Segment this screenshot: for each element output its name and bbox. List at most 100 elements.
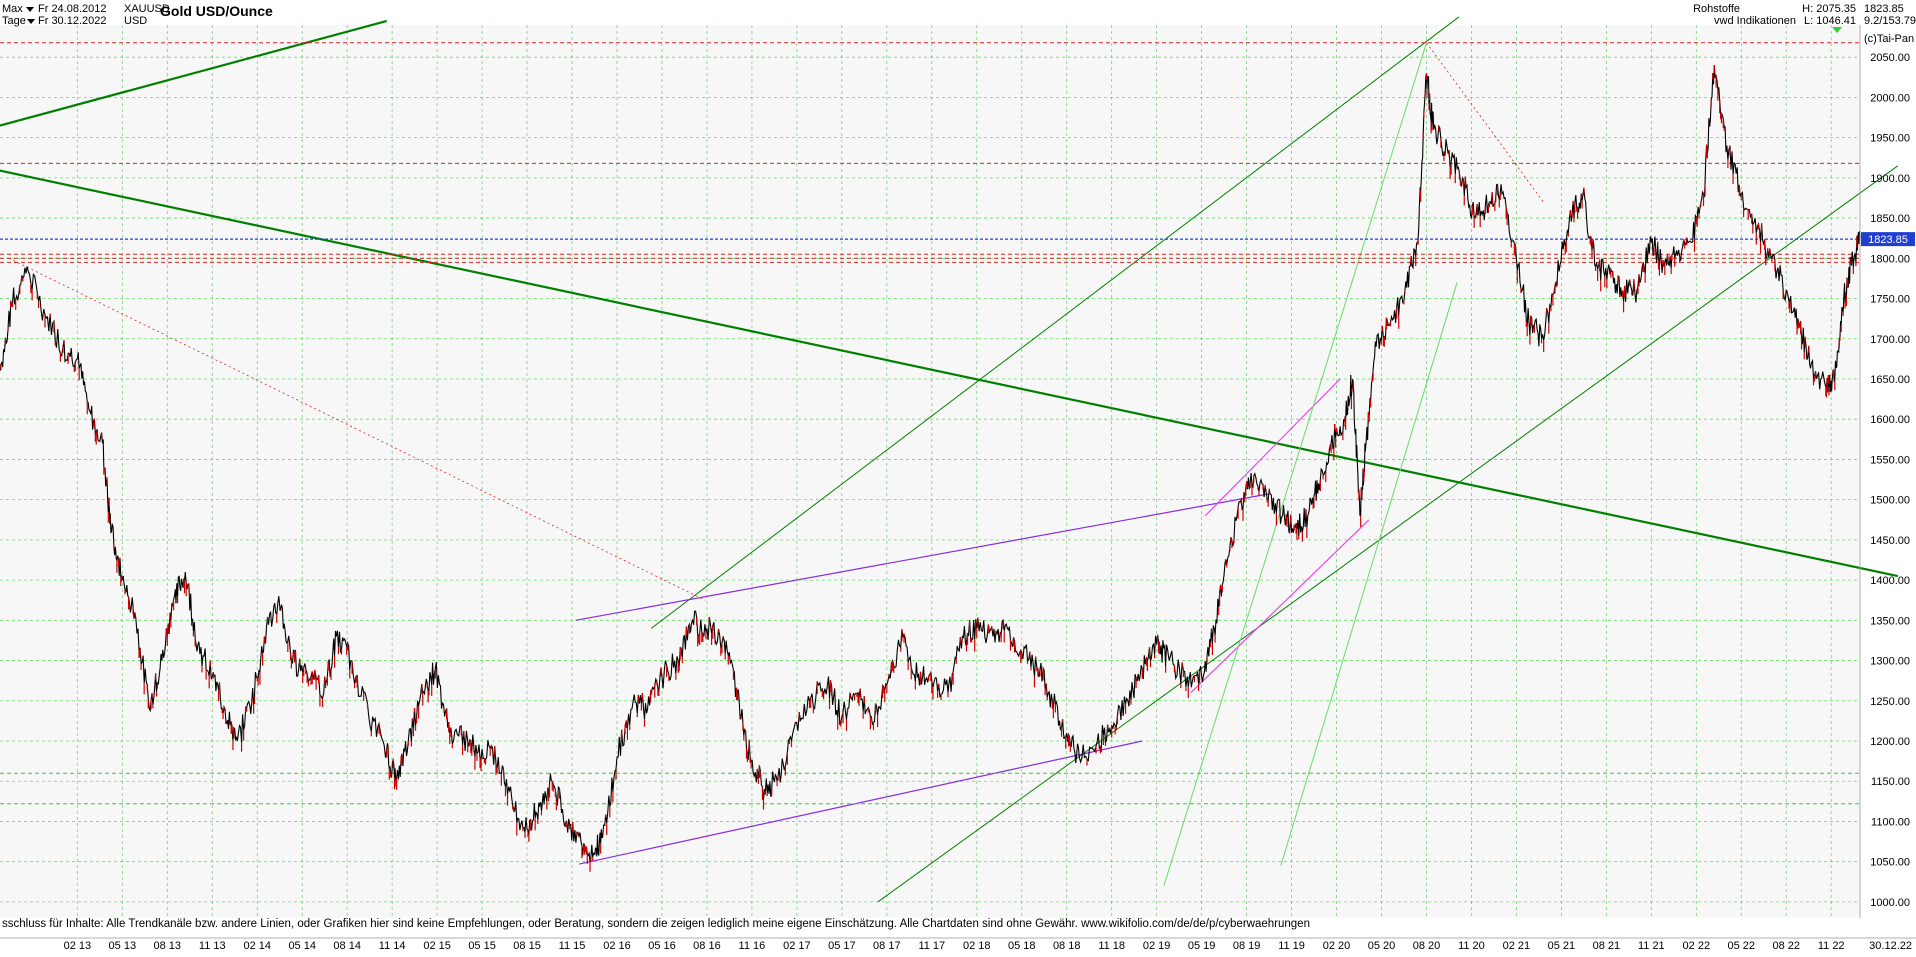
trend-line bbox=[8, 257, 706, 601]
y-tick-label: 2050.00 bbox=[1870, 52, 1910, 64]
trend-lines bbox=[0, 16, 1899, 903]
y-tick-label: 1350.00 bbox=[1870, 615, 1910, 627]
x-tick-label: 11 21 bbox=[1638, 940, 1665, 952]
x-tick-label: 08 21 bbox=[1593, 940, 1621, 952]
y-tick-label: 1200.00 bbox=[1870, 736, 1910, 748]
x-tick-label: 08 17 bbox=[873, 940, 901, 952]
trend-line bbox=[650, 16, 1460, 629]
x-tick-label: 02 20 bbox=[1323, 940, 1351, 952]
copyright-label: (c)Tai-Pan bbox=[1864, 33, 1914, 45]
high-label: H: 2075.35 bbox=[1802, 3, 1856, 15]
x-tick-label: 08 19 bbox=[1233, 940, 1261, 952]
x-tick-label: 05 15 bbox=[468, 940, 496, 952]
x-tick-label: 11 15 bbox=[559, 940, 586, 952]
trend-line bbox=[579, 740, 1143, 865]
x-tick-label: 11 20 bbox=[1458, 940, 1485, 952]
category-label: Rohstoffe bbox=[1693, 3, 1740, 15]
plot-background bbox=[0, 25, 1860, 918]
source-label: vwd Indikationen bbox=[1714, 15, 1796, 27]
range-dropdown-icon[interactable] bbox=[26, 7, 34, 12]
header: Max Fr 24.08.2012 Tage Fr 30.12.2022 XAU… bbox=[2, 3, 1916, 45]
x-tick-label: 02 19 bbox=[1143, 940, 1171, 952]
x-tick-label: 08 15 bbox=[513, 940, 541, 952]
x-tick-label: 11 16 bbox=[739, 940, 766, 952]
x-axis: 02 13 05 13 08 13 11 13 02 14 05 14 08 14 11 14… bbox=[0, 937, 1916, 952]
trend-line bbox=[1204, 378, 1341, 517]
low-label: L: 1046.41 bbox=[1804, 15, 1856, 27]
y-tick-label: 1150.00 bbox=[1871, 776, 1910, 788]
x-tick-label: 08 13 bbox=[154, 940, 182, 952]
x-tick-label: 08 22 bbox=[1772, 940, 1800, 952]
x-tick-label: 02 13 bbox=[64, 940, 92, 952]
y-tick-label: 1900.00 bbox=[1870, 173, 1910, 185]
x-tick-label: 05 20 bbox=[1368, 940, 1396, 952]
date-to: Fr 30.12.2022 bbox=[38, 15, 107, 27]
trend-line bbox=[0, 19, 388, 127]
last-value-label: 1823.85 bbox=[1864, 3, 1904, 15]
last-price-badge bbox=[1861, 232, 1915, 247]
y-tick-label: 1500.00 bbox=[1870, 495, 1910, 507]
y-tick-label: 1700.00 bbox=[1870, 334, 1910, 346]
y-tick-label: 1800.00 bbox=[1870, 253, 1910, 265]
trend-line bbox=[1163, 42, 1427, 886]
y-tick-label: 1400.00 bbox=[1870, 575, 1910, 587]
symbol: XAUUSD bbox=[124, 3, 170, 15]
x-end-date-label: 30.12.22 bbox=[1869, 940, 1912, 952]
y-tick-label: 1100.00 bbox=[1871, 816, 1910, 828]
price-series bbox=[0, 65, 1861, 872]
x-tick-label: 02 14 bbox=[243, 940, 271, 952]
trend-line bbox=[877, 165, 1899, 903]
x-tick-label: 08 18 bbox=[1053, 940, 1081, 952]
scroll-marker-icon[interactable] bbox=[1832, 27, 1842, 33]
x-tick-label: 02 17 bbox=[783, 940, 811, 952]
horizontal-levels bbox=[0, 42, 1860, 805]
x-tick-label: 05 17 bbox=[828, 940, 856, 952]
x-tick-label: 11 22 bbox=[1818, 940, 1845, 952]
x-tick-label: 08 16 bbox=[693, 940, 721, 952]
trend-line bbox=[1190, 519, 1370, 694]
x-tick-label: 05 16 bbox=[648, 940, 676, 952]
y-axis: 1000.00 1050.00 1100.00 1150.00 1200.00 1250.… bbox=[1859, 25, 1915, 918]
y-tick-label: 1750.00 bbox=[1870, 294, 1910, 306]
date-from: Fr 24.08.2012 bbox=[38, 3, 107, 15]
y-tick-label: 1050.00 bbox=[1870, 857, 1910, 869]
y-tick-label: 1650.00 bbox=[1870, 374, 1910, 386]
period-dropdown-icon[interactable] bbox=[27, 19, 35, 24]
y-tick-label: 1300.00 bbox=[1870, 656, 1910, 668]
x-tick-label: 02 21 bbox=[1503, 940, 1531, 952]
range-selector[interactable]: Max bbox=[2, 3, 23, 15]
chart-title: Gold USD/Ounce bbox=[160, 3, 273, 19]
trend-line bbox=[1280, 282, 1458, 866]
x-tick-label: 02 15 bbox=[423, 940, 451, 952]
x-tick-label: 02 18 bbox=[963, 940, 991, 952]
y-tick-label: 1250.00 bbox=[1870, 696, 1910, 708]
last-price-badge-label: 1823.85 bbox=[1868, 234, 1908, 246]
y-tick-label: 1950.00 bbox=[1870, 133, 1910, 145]
y-tick-label: 1450.00 bbox=[1870, 535, 1910, 547]
trend-line bbox=[575, 493, 1269, 621]
x-tick-label: 02 16 bbox=[603, 940, 631, 952]
x-tick-label: 05 19 bbox=[1188, 940, 1216, 952]
x-tick-label: 05 14 bbox=[288, 940, 316, 952]
trend-line bbox=[0, 169, 1899, 578]
x-tick-label: 11 18 bbox=[1098, 940, 1125, 952]
disclaimer-text: sschluss für Inhalte: Alle Trendkanäle b… bbox=[2, 918, 1310, 930]
y-tick-label: 1600.00 bbox=[1870, 414, 1910, 426]
period-selector[interactable]: Tage bbox=[2, 15, 26, 27]
x-tick-label: 08 20 bbox=[1413, 940, 1441, 952]
x-tick-label: 11 13 bbox=[199, 940, 226, 952]
x-tick-label: 02 22 bbox=[1683, 940, 1711, 952]
x-tick-label: 11 19 bbox=[1278, 940, 1305, 952]
y-tick-label: 1850.00 bbox=[1870, 213, 1910, 225]
header-background bbox=[0, 0, 1916, 25]
y-tick-label: 1550.00 bbox=[1870, 454, 1910, 466]
currency: USD bbox=[124, 15, 147, 27]
y-tick-label: 2000.00 bbox=[1870, 92, 1910, 104]
change-label: 9.2/153.79 bbox=[1864, 15, 1916, 27]
x-tick-label: 05 18 bbox=[1008, 940, 1036, 952]
x-tick-label: 11 17 bbox=[918, 940, 945, 952]
x-tick-label: 05 22 bbox=[1728, 940, 1756, 952]
x-tick-label: 11 14 bbox=[379, 940, 406, 952]
